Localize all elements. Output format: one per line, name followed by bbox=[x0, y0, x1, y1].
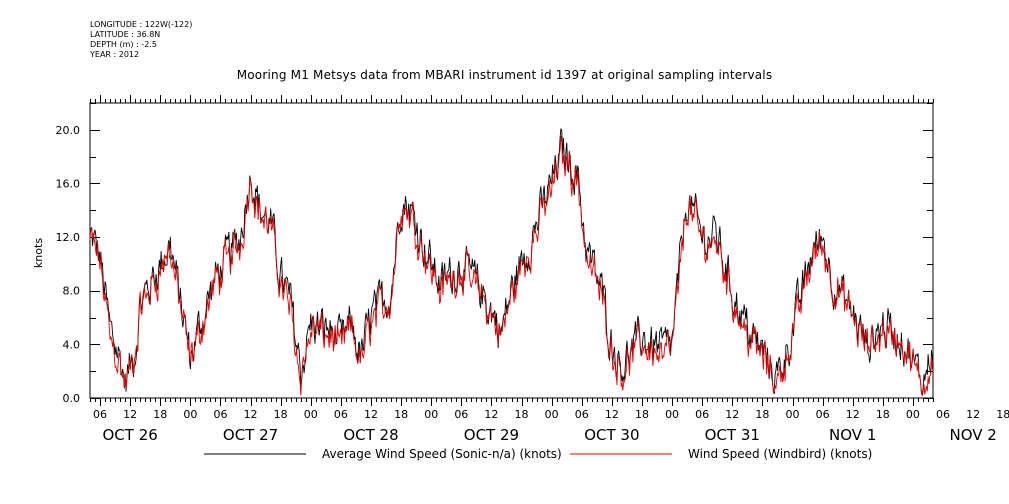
series-average-wind-speed-line bbox=[89, 128, 933, 395]
x-tick-label: 00 bbox=[304, 408, 318, 421]
axis-ticks bbox=[90, 95, 934, 406]
day-label: OCT 28 bbox=[343, 426, 398, 444]
x-tick-label: 12 bbox=[846, 408, 860, 421]
x-tick-label: 06 bbox=[93, 408, 107, 421]
x-tick-label: 18 bbox=[515, 408, 529, 421]
x-tick-label: 12 bbox=[966, 408, 980, 421]
x-tick-label: 00 bbox=[665, 408, 679, 421]
x-tick-label: 18 bbox=[996, 408, 1009, 421]
series-group bbox=[89, 128, 933, 397]
x-tick-label: 06 bbox=[575, 408, 589, 421]
day-label: OCT 31 bbox=[705, 426, 760, 444]
x-tick-label: 06 bbox=[816, 408, 830, 421]
y-tick-labels: 0.0 4.0 8.0 12.0 16.0 20.0 bbox=[56, 124, 81, 405]
metadata-block: LONGITUDE : 122W(-122) LATITUDE : 36.8N … bbox=[90, 20, 192, 60]
series-windbird-wind-speed-line bbox=[89, 135, 933, 397]
y-axis-label: knots bbox=[32, 238, 45, 268]
x-tick-label: 00 bbox=[183, 408, 197, 421]
x-tick-label: 18 bbox=[755, 408, 769, 421]
x-tick-label: 00 bbox=[545, 408, 559, 421]
x-tick-label: 12 bbox=[244, 408, 258, 421]
year-label: YEAR : 2012 bbox=[90, 50, 140, 59]
x-tick-label: 18 bbox=[153, 408, 167, 421]
y-tick-label: 16.0 bbox=[56, 177, 81, 190]
y-tick-label: 20.0 bbox=[56, 124, 81, 137]
x-tick-label: 00 bbox=[906, 408, 920, 421]
x-tick-label: 12 bbox=[725, 408, 739, 421]
x-tick-label: 12 bbox=[364, 408, 378, 421]
y-tick-label: 4.0 bbox=[63, 338, 81, 351]
x-tick-label: 18 bbox=[274, 408, 288, 421]
x-tick-label: 18 bbox=[394, 408, 408, 421]
x-tick-label: 00 bbox=[786, 408, 800, 421]
day-label: NOV 2 bbox=[949, 426, 996, 444]
legend-avg-label: Average Wind Speed (Sonic-n/a) (knots) bbox=[322, 447, 562, 461]
day-label: OCT 27 bbox=[223, 426, 278, 444]
y-tick-label: 0.0 bbox=[63, 392, 81, 405]
chart-title: Mooring M1 Metsys data from MBARI instru… bbox=[236, 68, 773, 82]
day-labels: OCT 26 OCT 27 OCT 28 OCT 29 OCT 30 OCT 31 NOV … bbox=[102, 426, 996, 444]
x-tick-label: 06 bbox=[334, 408, 348, 421]
plot-border bbox=[89, 102, 934, 399]
x-tick-label: 06 bbox=[936, 408, 950, 421]
x-tick-label: 06 bbox=[695, 408, 709, 421]
x-tick-label: 06 bbox=[213, 408, 227, 421]
day-label: OCT 30 bbox=[584, 426, 639, 444]
x-tick-label: 00 bbox=[424, 408, 438, 421]
x-tick-label: 12 bbox=[484, 408, 498, 421]
legend-windbird-label: Wind Speed (Windbird) (knots) bbox=[688, 447, 872, 461]
longitude-label: LONGITUDE : 122W(-122) bbox=[90, 20, 193, 29]
x-tick-label: 12 bbox=[605, 408, 619, 421]
x-tick-label: 12 bbox=[123, 408, 137, 421]
day-label: NOV 1 bbox=[829, 426, 876, 444]
x-tick-label: 18 bbox=[635, 408, 649, 421]
plot-frame bbox=[89, 102, 934, 399]
x-tick-label: 06 bbox=[454, 408, 468, 421]
y-tick-label: 12.0 bbox=[56, 231, 81, 244]
x-tick-labels: 06 12 18 00 06 12 18 00 06 12 18 00 06 12 18 00 06 12 18 00… bbox=[93, 408, 1009, 421]
legend: Average Wind Speed (Sonic-n/a) (knots) W… bbox=[204, 447, 872, 461]
day-label: OCT 29 bbox=[464, 426, 519, 444]
depth-label: DEPTH (m) : -2.5 bbox=[90, 40, 157, 49]
latitude-label: LATITUDE : 36.8N bbox=[90, 30, 161, 39]
y-tick-label: 8.0 bbox=[63, 285, 81, 298]
x-tick-label: 18 bbox=[876, 408, 890, 421]
day-label: OCT 26 bbox=[102, 426, 157, 444]
